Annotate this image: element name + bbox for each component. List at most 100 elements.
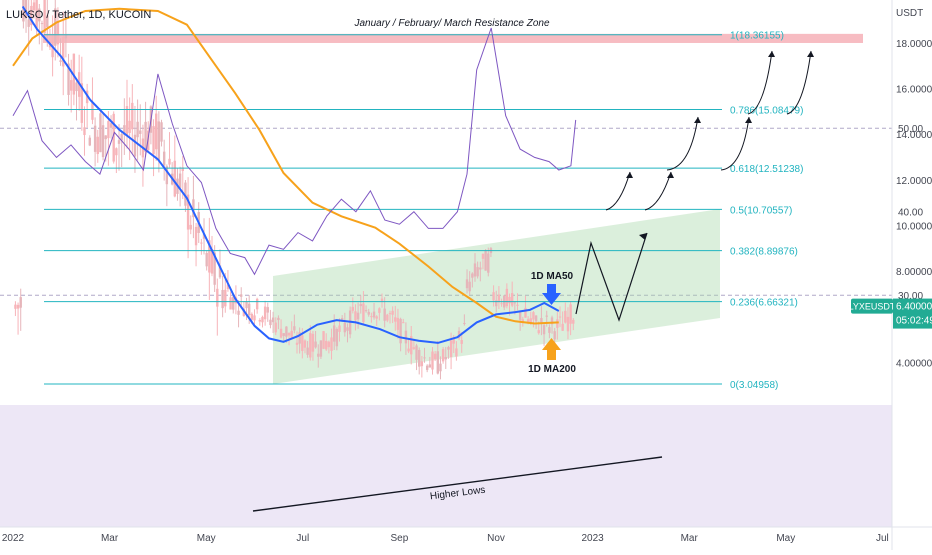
candle-body	[245, 301, 248, 309]
candle-body	[439, 363, 442, 372]
candle-body	[572, 319, 575, 324]
candle-body	[287, 332, 291, 336]
candle-body	[261, 316, 264, 323]
candle-body	[205, 252, 208, 267]
price-unit: USDT	[896, 8, 923, 19]
target-arrowhead	[694, 117, 701, 123]
fib-label: 0.382(8.89876)	[730, 247, 798, 258]
candle-body	[144, 121, 147, 152]
candle-body	[362, 303, 365, 323]
candle-body	[123, 125, 126, 135]
candle-body	[46, 15, 49, 28]
candle-body	[309, 333, 312, 358]
candle-body	[202, 233, 206, 239]
candle-body	[279, 328, 283, 338]
candle-body	[420, 361, 424, 367]
candle-body	[298, 332, 301, 344]
candle-body	[444, 356, 447, 360]
candle-body	[70, 80, 73, 91]
candle-body	[27, 19, 30, 27]
target-curve	[720, 116, 750, 171]
candle-body	[370, 316, 373, 318]
candle-body	[263, 306, 267, 320]
ma50-arrow	[542, 284, 561, 305]
candle-body	[383, 308, 386, 321]
price-tick: 4.00000	[896, 358, 932, 369]
candle-body	[354, 311, 357, 321]
candle-body	[412, 347, 416, 349]
candle-body	[404, 330, 408, 344]
candle-body	[569, 304, 572, 324]
candle-body	[553, 331, 556, 340]
candle-body	[157, 121, 161, 161]
candle-body	[30, 5, 33, 26]
candle-body	[301, 335, 304, 352]
target-curve	[666, 116, 699, 171]
candle-body	[277, 317, 280, 321]
candle-body	[516, 304, 519, 306]
candle-body	[487, 253, 490, 273]
candle-body	[449, 340, 453, 358]
candle-body	[473, 263, 477, 277]
rsi-pane	[0, 405, 892, 527]
candle-body	[250, 313, 254, 320]
fib-label: 0.618(12.51238)	[730, 164, 803, 175]
candle-body	[99, 113, 102, 153]
candle-body	[120, 134, 123, 141]
candle-body	[375, 316, 378, 319]
time-tick: Sep	[391, 533, 409, 544]
candle-body	[218, 265, 222, 278]
candle-body	[396, 317, 400, 330]
current-price: 6.40000	[896, 302, 932, 313]
candle-body	[518, 312, 522, 320]
ma50-annotation: 1D MA50	[531, 271, 574, 282]
symbol-badge-text: LYXEUSDT	[849, 302, 896, 312]
candle-body	[237, 310, 240, 315]
target-arrowhead	[667, 172, 674, 178]
candle-body	[558, 316, 562, 318]
candle-body	[550, 317, 554, 325]
candle-body	[505, 288, 509, 307]
candle-body	[359, 303, 362, 307]
candle-body	[332, 325, 336, 342]
candle-body	[16, 304, 20, 309]
candle-body	[168, 158, 171, 165]
candle-body	[269, 319, 272, 326]
candle-body	[67, 63, 70, 95]
candle-body	[415, 345, 418, 360]
time-tick: May	[776, 533, 795, 544]
candle-body	[508, 297, 511, 304]
price-tick: 14.00000	[896, 130, 932, 141]
higher-lows-trendline	[252, 456, 663, 512]
fib-label: 1(18.36155)	[730, 31, 784, 42]
candle-body	[479, 267, 482, 270]
target-arrowhead	[807, 51, 814, 57]
candle-body	[317, 353, 320, 357]
candle-body	[192, 199, 195, 218]
candle-body	[43, 0, 46, 34]
time-tick: 2023	[581, 533, 604, 544]
candle-body	[468, 281, 471, 292]
time-tick: Jul	[876, 533, 889, 544]
rsi-tick: 40.00	[898, 208, 923, 219]
candle-body	[452, 337, 455, 344]
candle-body	[232, 296, 235, 310]
target-arrowhead	[626, 172, 633, 178]
candle-body	[423, 357, 426, 359]
candle-body	[492, 292, 495, 301]
candle-body	[181, 167, 184, 172]
candle-body	[104, 135, 107, 140]
projection-zigzag	[575, 232, 648, 322]
time-tick: Mar	[101, 533, 119, 544]
candle-body	[115, 148, 118, 156]
candle-body	[364, 310, 368, 312]
candle-body	[394, 317, 397, 322]
candle-body	[213, 252, 216, 285]
bar-countdown: 05:02:49	[896, 316, 932, 327]
projection-arrowhead	[639, 233, 647, 240]
candle-body	[226, 284, 230, 290]
candle-body	[24, 0, 28, 19]
ma200-annotation: 1D MA200	[528, 364, 576, 375]
candle-body	[210, 249, 214, 274]
candle-body	[367, 311, 370, 315]
